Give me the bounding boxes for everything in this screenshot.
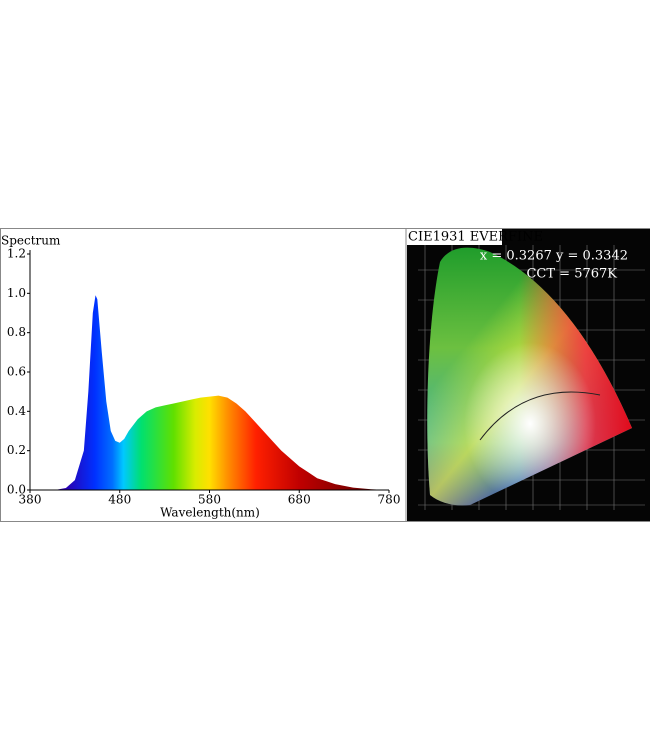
chromaticity-annotation: x = 0.3267 y = 0.3342 xyxy=(480,249,628,264)
x-tick-label: 780 xyxy=(378,493,401,507)
cie-title-box xyxy=(407,229,502,245)
spectrum-area xyxy=(30,295,389,490)
y-axis-label: Spectrum xyxy=(1,234,61,248)
x-tick-label: 680 xyxy=(288,493,311,507)
x-tick-label: 480 xyxy=(108,493,131,507)
cct-annotation: CCT = 5767K xyxy=(526,267,617,282)
y-tick-label: 1.2 xyxy=(7,247,26,261)
cie-title: CIE1931 EVERFINE xyxy=(408,230,543,245)
x-axis-label: Wavelength(nm) xyxy=(160,506,260,520)
y-tick-label: 0.4 xyxy=(7,404,26,418)
y-tick-label: 1.0 xyxy=(7,286,26,300)
y-tick-label: 0.8 xyxy=(7,325,26,339)
x-tick-label: 580 xyxy=(198,493,221,507)
y-tick-label: 0.0 xyxy=(7,483,26,497)
y-tick-label: 0.6 xyxy=(7,365,26,379)
y-tick-label: 0.2 xyxy=(7,443,26,457)
x-tick-label: 380 xyxy=(19,493,42,507)
